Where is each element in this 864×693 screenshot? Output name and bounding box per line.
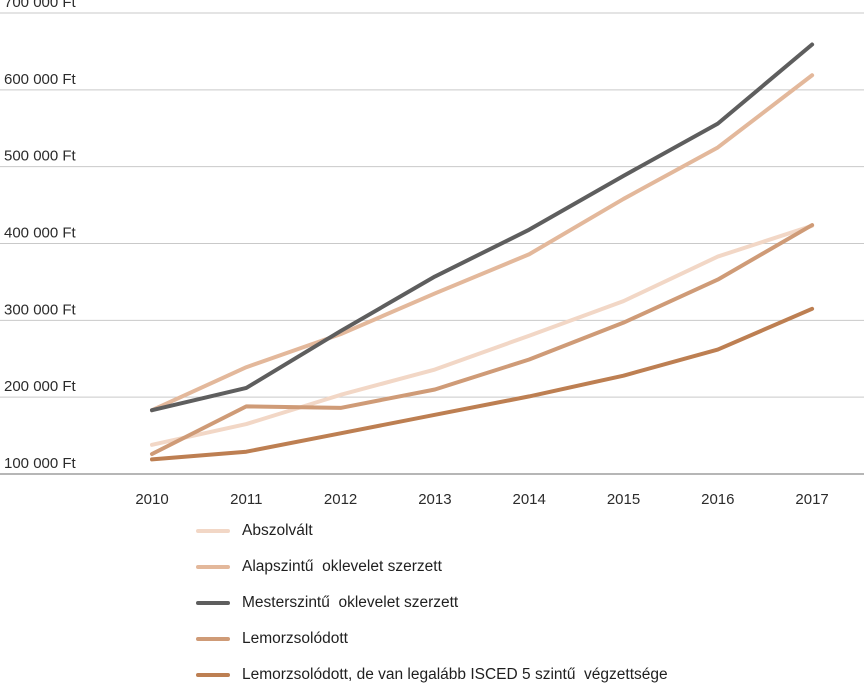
legend-label: Lemorzsolódott bbox=[242, 630, 348, 647]
legend-label: Lemorzsolódott, de van legalább ISCED 5 … bbox=[242, 666, 668, 683]
series-lines bbox=[150, 42, 815, 462]
y-tick-label: 600 000 Ft bbox=[4, 71, 77, 88]
y-tick-label: 200 000 Ft bbox=[4, 378, 77, 395]
legend-item-abszolvalt: Abszolvált bbox=[196, 513, 668, 549]
series-line-4 bbox=[150, 306, 815, 462]
legend-swatch bbox=[196, 637, 230, 641]
x-tick-label: 2015 bbox=[607, 491, 640, 508]
series-line-3 bbox=[150, 223, 815, 457]
legend: Abszolvált Alapszintű oklevelet szerzett… bbox=[196, 513, 668, 693]
series-line-2 bbox=[150, 42, 815, 413]
line-chart: 100 000 Ft 200 000 Ft 300 000 Ft 400 000 Ft… bbox=[0, 0, 864, 508]
y-tick-label: 100 000 Ft bbox=[4, 455, 77, 472]
x-tick-label: 2011 bbox=[230, 491, 262, 508]
legend-item-alapszintu: Alapszintű oklevelet szerzett bbox=[196, 549, 668, 585]
x-tick-label: 2014 bbox=[513, 491, 546, 508]
gridlines bbox=[0, 12, 864, 475]
x-tick-label: 2017 bbox=[795, 491, 828, 508]
legend-swatch bbox=[196, 565, 230, 569]
legend-swatch bbox=[196, 601, 230, 605]
legend-item-lemorzsolodott: Lemorzsolódott bbox=[196, 621, 668, 657]
y-tick-label: 500 000 Ft bbox=[4, 148, 77, 165]
x-axis: 2010 2011 2012 2013 2014 2015 2016 2017 bbox=[135, 491, 828, 508]
legend-swatch bbox=[196, 673, 230, 677]
series-line-1 bbox=[150, 73, 815, 413]
x-tick-label: 2016 bbox=[701, 491, 734, 508]
x-tick-label: 2010 bbox=[135, 491, 168, 508]
y-axis: 100 000 Ft 200 000 Ft 300 000 Ft 400 000 Ft… bbox=[4, 0, 77, 472]
legend-label: Abszolvált bbox=[242, 522, 313, 539]
y-tick-label: 400 000 Ft bbox=[4, 225, 77, 242]
legend-swatch bbox=[196, 529, 230, 533]
series-line-0 bbox=[150, 223, 815, 447]
legend-item-mesterszintu: Mesterszintű oklevelet szerzett bbox=[196, 585, 668, 621]
legend-item-lemorzsolodott-isced5: Lemorzsolódott, de van legalább ISCED 5 … bbox=[196, 657, 668, 693]
y-tick-label: 300 000 Ft bbox=[4, 301, 77, 318]
legend-label: Alapszintű oklevelet szerzett bbox=[242, 558, 442, 575]
x-tick-label: 2013 bbox=[418, 491, 451, 508]
x-tick-label: 2012 bbox=[324, 491, 357, 508]
y-tick-label: 700 000 Ft bbox=[4, 0, 77, 11]
legend-label: Mesterszintű oklevelet szerzett bbox=[242, 594, 459, 611]
